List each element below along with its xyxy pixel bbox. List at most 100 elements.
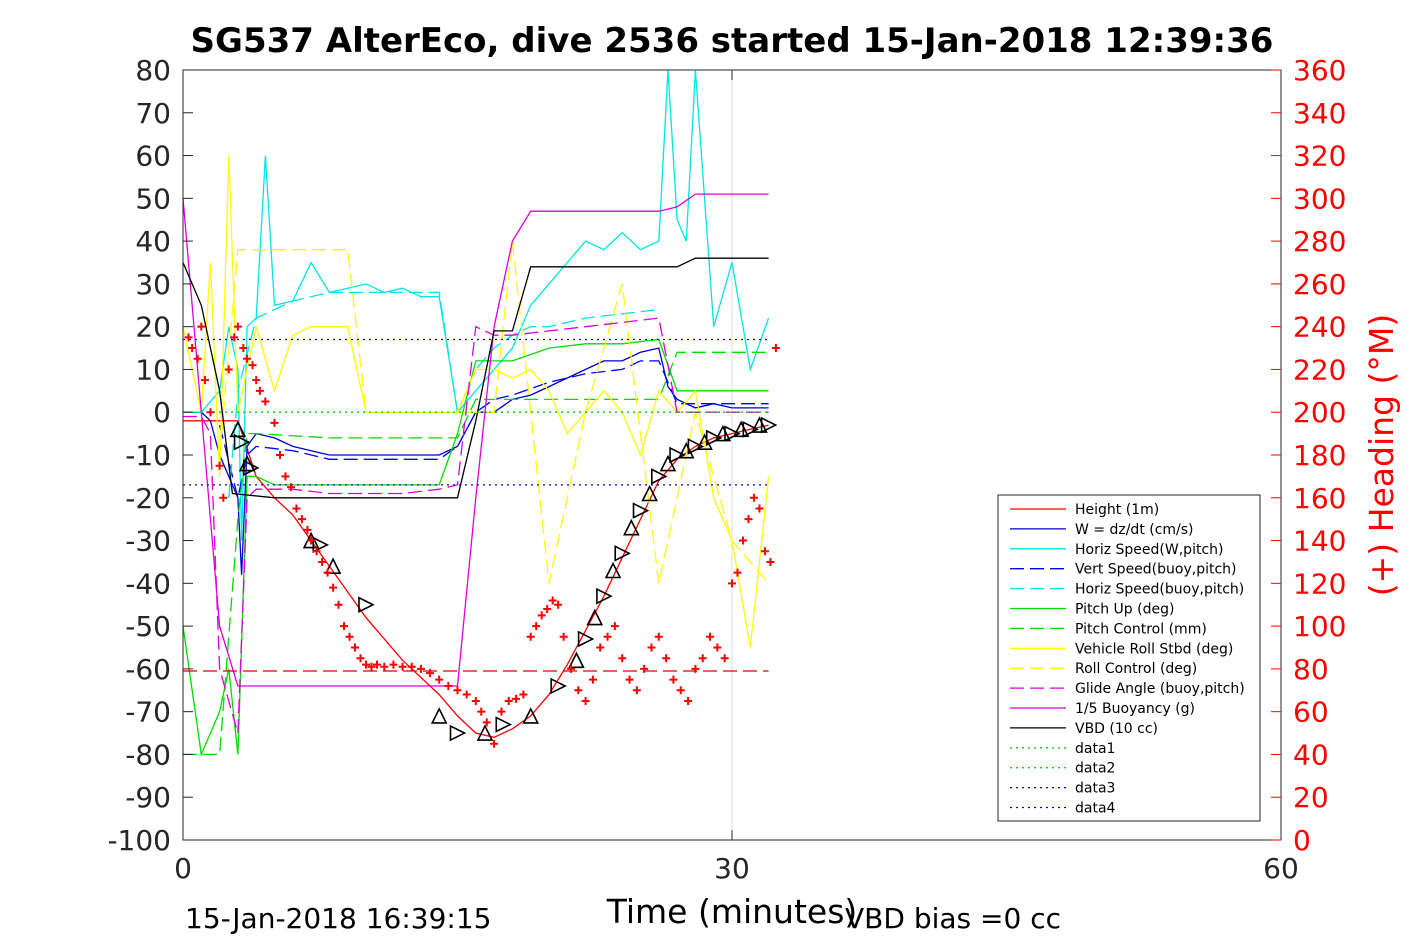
heading-point xyxy=(526,632,535,641)
triangle-marker xyxy=(641,484,658,502)
heading-point xyxy=(588,675,597,684)
heading-point xyxy=(233,322,242,331)
legend-entry: W = dz/dt (cm/s) xyxy=(1075,522,1194,538)
y-tick-label-right: 340 xyxy=(1293,97,1346,130)
heading-point xyxy=(372,660,381,669)
chart-title: SG537 AlterEco, dive 2536 started 15-Jan… xyxy=(191,21,1274,61)
triangle-marker xyxy=(449,724,467,742)
heading-point xyxy=(662,654,671,663)
triangle-marker xyxy=(242,459,260,477)
heading-point xyxy=(749,493,758,502)
triangle-marker xyxy=(760,416,778,434)
heading-point xyxy=(367,662,376,671)
triangle-marker xyxy=(632,502,650,519)
heading-point xyxy=(200,376,209,385)
triangle-marker xyxy=(550,677,567,695)
triangle-marker xyxy=(324,557,342,575)
y-tick-label-left: -20 xyxy=(125,482,171,515)
legend-entry: Height (1m) xyxy=(1075,502,1159,518)
heading-point xyxy=(219,493,228,502)
heading-point xyxy=(766,557,775,566)
x-tick-label: 0 xyxy=(174,852,192,885)
heading-point xyxy=(292,504,301,513)
heading-point xyxy=(559,632,568,641)
y-tick-label-right: 80 xyxy=(1293,653,1329,686)
y-tick-label-left: 20 xyxy=(135,311,171,344)
heading-point xyxy=(389,660,398,669)
axes-layer: 0 30 6080706050403020100-10-20-30-40-50-60… xyxy=(107,54,1346,885)
heading-point xyxy=(416,664,425,673)
heading-point xyxy=(669,675,678,684)
heading-point xyxy=(720,654,729,663)
footer-timestamp: 15-Jan-2018 16:39:15 xyxy=(185,902,491,935)
heading-point xyxy=(270,418,279,427)
heading-point xyxy=(407,662,416,671)
heading-point xyxy=(197,322,206,331)
x-axis-label: Time (minutes) xyxy=(606,892,858,931)
heading-point xyxy=(654,632,663,641)
legend-entry: Horiz Speed(W,pitch) xyxy=(1075,542,1223,558)
y-tick-label-right: 0 xyxy=(1293,824,1311,857)
heading-point xyxy=(345,632,354,641)
heading-point xyxy=(261,397,270,406)
y-tick-label-right: 220 xyxy=(1293,353,1346,386)
y-tick-label-right: 160 xyxy=(1293,482,1346,515)
heading-point xyxy=(581,696,590,705)
triangle-marker xyxy=(358,596,375,614)
y-tick-label-left: 10 xyxy=(135,353,171,386)
y-tick-label-right: 200 xyxy=(1293,396,1346,429)
heading-point xyxy=(307,536,316,545)
heading-point xyxy=(398,662,407,671)
legend-entry: Horiz Speed(buoy,pitch) xyxy=(1075,582,1244,598)
y-tick-label-left: -60 xyxy=(125,653,171,686)
heading-point xyxy=(252,376,261,385)
triangle-marker xyxy=(623,518,640,536)
heading-point xyxy=(477,707,486,716)
legend-entry: data1 xyxy=(1075,741,1115,757)
heading-point xyxy=(303,525,312,534)
heading-point xyxy=(532,622,541,631)
y-tick-label-right: 260 xyxy=(1293,268,1346,301)
legend-entry: data2 xyxy=(1075,761,1115,777)
y-tick-label-left: 30 xyxy=(135,268,171,301)
legend-entry: 1/5 Buoyancy (g) xyxy=(1075,701,1195,717)
triangle-marker xyxy=(577,630,595,648)
heading-point xyxy=(519,690,528,699)
heading-point xyxy=(490,739,499,748)
y-tick-label-right: 60 xyxy=(1293,696,1329,729)
y-tick-label-left: 60 xyxy=(135,140,171,173)
x-tick-label: 60 xyxy=(1263,852,1299,885)
heading-point xyxy=(706,632,715,641)
heading-point xyxy=(286,483,295,492)
triangle-marker xyxy=(476,724,494,741)
triangle-marker xyxy=(696,433,713,450)
triangle-marker xyxy=(724,425,741,442)
y-tick-label-right: 20 xyxy=(1293,781,1329,814)
legend-entry: data3 xyxy=(1075,781,1115,797)
heading-point xyxy=(554,600,563,609)
y-tick-label-right: 40 xyxy=(1293,738,1329,771)
heading-point xyxy=(512,694,521,703)
legend-entry: Glide Angle (buoy,pitch) xyxy=(1075,681,1245,697)
y-tick-label-left: 70 xyxy=(135,97,171,130)
triangle-marker xyxy=(586,608,604,626)
series-vert-speed-buoy-pitch xyxy=(218,360,769,498)
legend-entry: Pitch Control (mm) xyxy=(1075,621,1207,637)
heading-point xyxy=(215,461,224,470)
triangle-marker xyxy=(659,454,677,472)
heading-point xyxy=(275,451,284,459)
y-tick-label-left: -30 xyxy=(125,525,171,558)
y-tick-label-left: -40 xyxy=(125,567,171,600)
heading-point xyxy=(224,365,233,374)
y-tick-label-left: -10 xyxy=(125,439,171,472)
heading-point xyxy=(566,664,575,673)
heading-point xyxy=(243,354,252,363)
triangle-marker xyxy=(495,716,513,733)
triangle-marker xyxy=(568,651,585,669)
heading-point xyxy=(351,643,360,652)
heading-point xyxy=(610,622,619,631)
heading-point xyxy=(312,547,321,556)
heading-point xyxy=(574,686,583,695)
triangle-marker xyxy=(742,421,760,438)
